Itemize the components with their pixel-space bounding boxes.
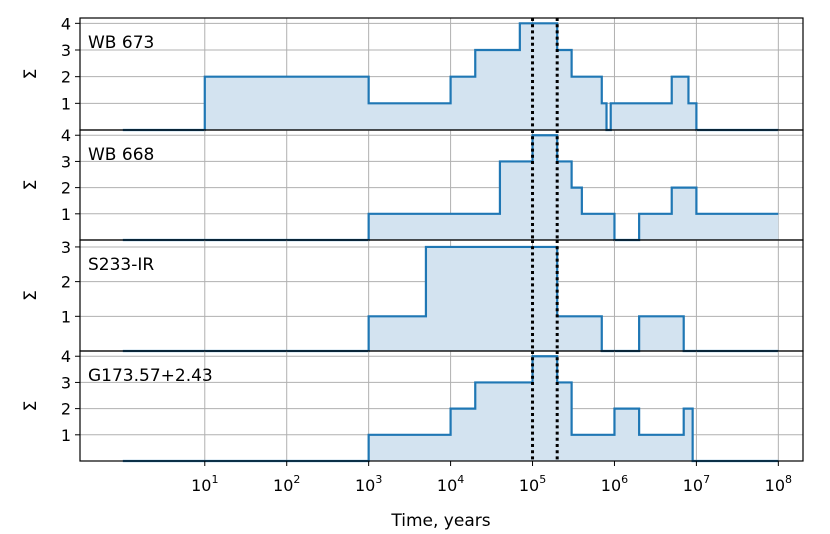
y-tick-label: 2 xyxy=(61,179,71,198)
panel-2: 1 2 3 4 WB 668 Σ xyxy=(21,126,804,242)
y-tick-label: 4 xyxy=(61,14,71,33)
y-tick-label: 2 xyxy=(61,68,71,87)
x-tick-label: 108 xyxy=(765,473,792,495)
panel-label: S233-IR xyxy=(88,255,154,275)
step-line xyxy=(122,134,779,242)
x-tick-label: 107 xyxy=(683,473,710,495)
y-tick-label: 2 xyxy=(61,273,71,292)
y-axis-title: Σ xyxy=(21,290,41,301)
step-fill xyxy=(122,246,779,351)
y-axis-title: Σ xyxy=(21,180,41,191)
y-axis-title: Σ xyxy=(21,69,41,80)
step-line xyxy=(122,22,779,132)
y-tick-label: 3 xyxy=(61,238,71,257)
step-line xyxy=(122,245,779,353)
x-tick-label: 105 xyxy=(519,473,546,495)
y-tick-label: 1 xyxy=(61,426,71,445)
y-tick-label: 2 xyxy=(61,400,71,419)
panel-4: 1 2 3 4 G173.57+2.43 Σ xyxy=(21,347,804,463)
x-tick-label: 106 xyxy=(601,473,628,495)
x-tick-label: 104 xyxy=(437,473,464,495)
y-tick-label: 1 xyxy=(61,205,71,224)
y-tick-label: 1 xyxy=(61,307,71,326)
x-tick-label: 103 xyxy=(355,473,382,495)
x-tick-label: 101 xyxy=(191,473,218,495)
x-axis-title: Time, years xyxy=(390,511,490,531)
x-tick-label: 102 xyxy=(273,473,300,495)
panel-label: WB 668 xyxy=(88,145,154,165)
x-axis: 101 102 103 104 105 106 107 108 xyxy=(191,461,792,495)
step-line xyxy=(122,355,779,463)
y-tick-label: 4 xyxy=(61,347,71,366)
panel-3: 1 2 3 S233-IR Σ xyxy=(21,238,804,353)
y-tick-label: 3 xyxy=(61,373,71,392)
panel-frame xyxy=(79,350,804,462)
y-tick-label: 3 xyxy=(61,41,71,60)
y-tick-label: 4 xyxy=(61,126,71,145)
panels: 1 2 3 4 WB 673 Σ 1 2 3 4 WB 668 Σ 1 2 3 S233-IR Σ 1 2 3 4 G17… xyxy=(21,14,804,463)
panel-label: WB 673 xyxy=(88,33,154,53)
y-tick-label: 1 xyxy=(61,94,71,113)
panel-1: 1 2 3 4 WB 673 Σ xyxy=(21,14,804,132)
y-tick-label: 3 xyxy=(61,152,71,171)
y-axis-title: Σ xyxy=(21,401,41,412)
panel-label: G173.57+2.43 xyxy=(88,366,213,386)
